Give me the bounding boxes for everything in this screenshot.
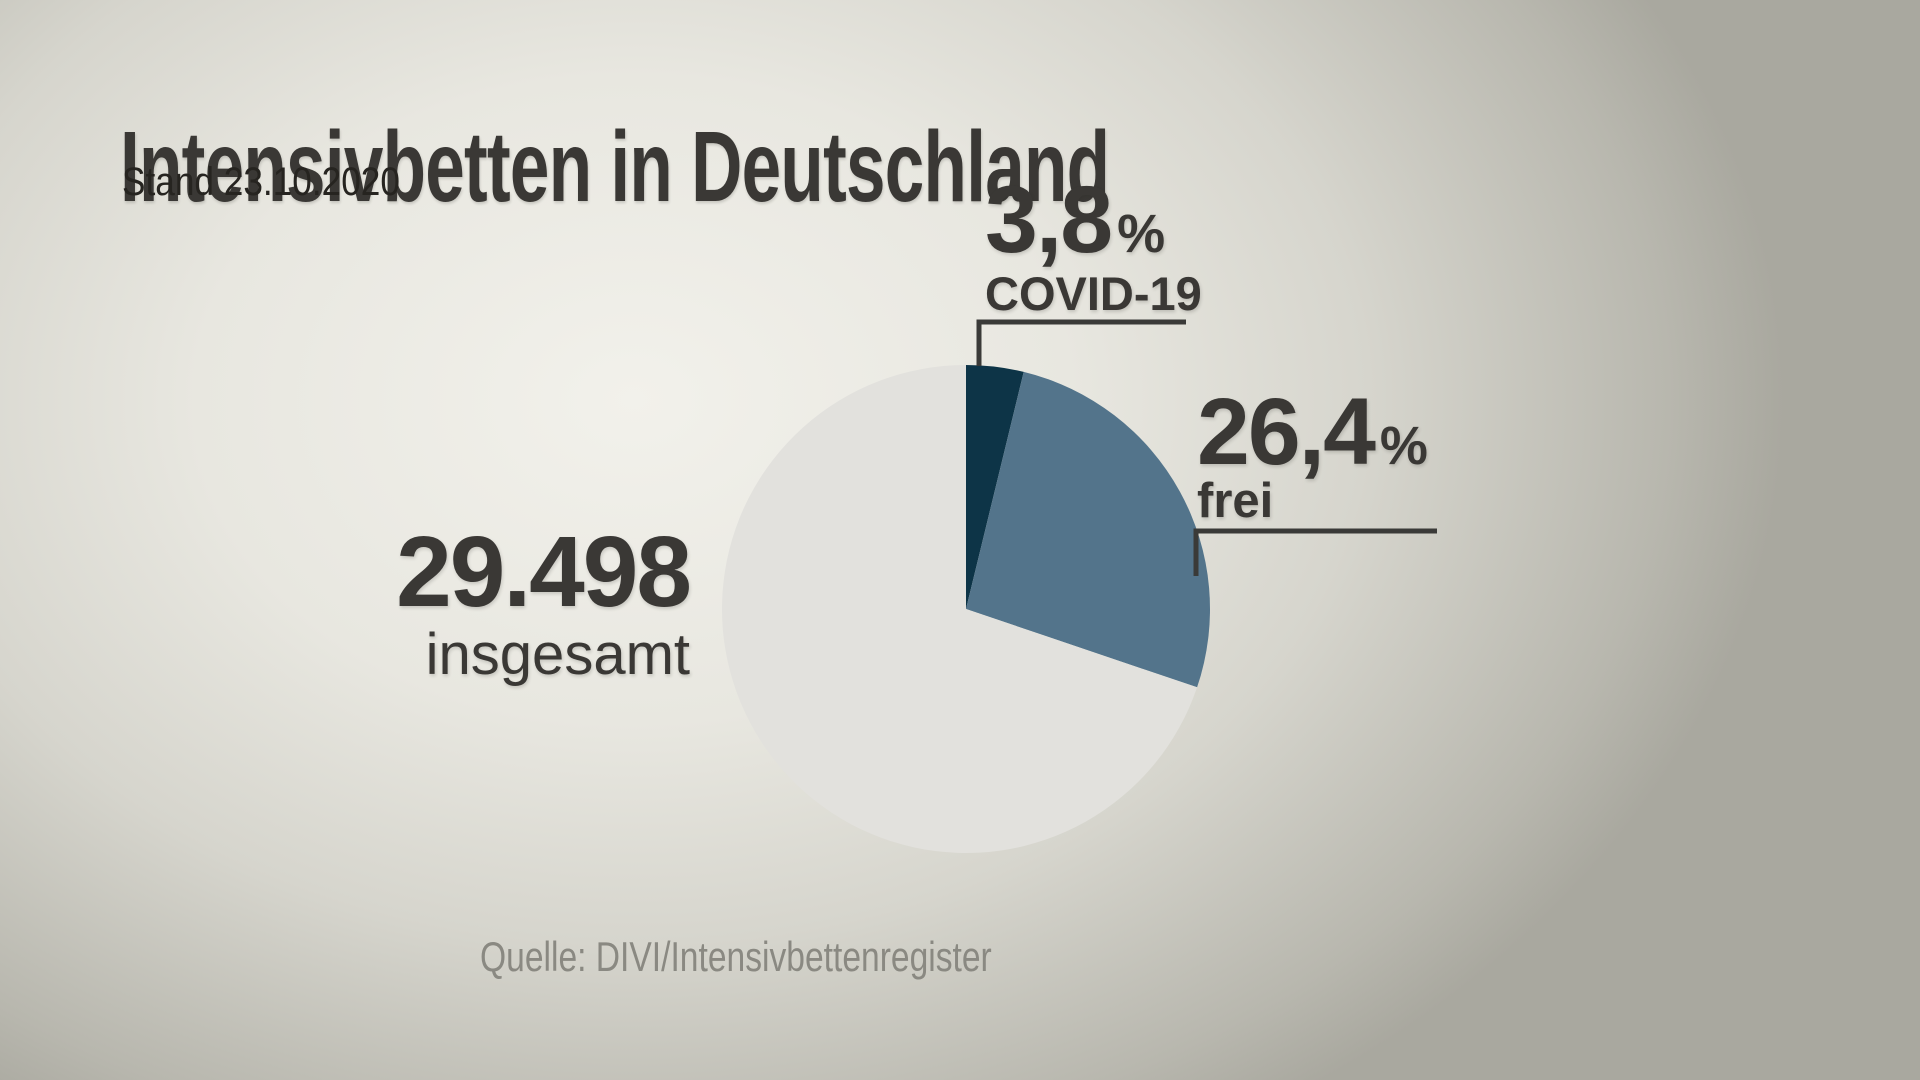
total-value: 29.498 bbox=[396, 516, 692, 628]
source-label: Quelle: DIVI/Intensivbettenregister bbox=[480, 933, 992, 980]
covid-value: 3,8% bbox=[985, 173, 1165, 268]
total-callout: 29.498 insgesamt bbox=[240, 516, 692, 687]
covid-slice-label: COVID-19 bbox=[985, 267, 1202, 320]
frei-value-number: 26,4 bbox=[1197, 379, 1376, 485]
percent-sign: % bbox=[1379, 416, 1428, 476]
date-label: Stand 23.10.2020 bbox=[122, 160, 400, 204]
frei-value: 26,4% bbox=[1197, 385, 1428, 480]
pie-slice-covid-19 bbox=[966, 365, 1024, 609]
frei-slice-label: frei bbox=[1197, 474, 1274, 528]
covid-connector-line bbox=[976, 319, 1186, 366]
percent-sign: % bbox=[1117, 204, 1166, 264]
pie-slice-rest bbox=[721, 365, 1198, 853]
pie-slices-group bbox=[721, 365, 1210, 853]
pie-slice-frei bbox=[966, 371, 1210, 688]
frei-connector-line bbox=[1193, 528, 1437, 576]
covid-value-number: 3,8 bbox=[985, 167, 1113, 273]
page-title: Intensivbetten in Deutschland bbox=[120, 111, 1110, 223]
total-label: insgesamt bbox=[425, 622, 690, 687]
